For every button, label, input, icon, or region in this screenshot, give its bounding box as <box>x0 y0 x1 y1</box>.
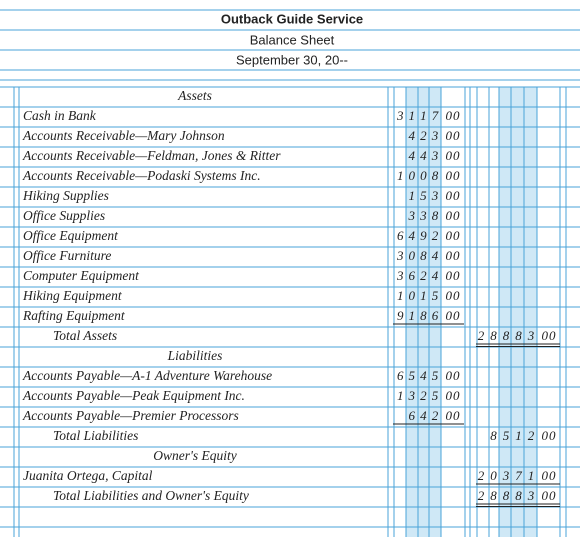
amount-dollars: 423 <box>409 128 439 143</box>
amount-cents: 00 <box>542 488 557 503</box>
account-name: Accounts Receivable—Feldman, Jones & Rit… <box>22 148 281 163</box>
amount-dollars: 642 <box>409 408 439 423</box>
account-name: Hiking Equipment <box>22 288 123 303</box>
amount-cents: 00 <box>446 128 461 143</box>
amount-cents: 00 <box>446 288 461 303</box>
amount-cents: 00 <box>446 388 461 403</box>
statement: Balance Sheet <box>250 32 335 47</box>
amount-cents: 00 <box>542 328 557 343</box>
amount-dollars: 20371 <box>478 468 535 483</box>
amount-cents: 00 <box>446 208 461 223</box>
amount-cents: 00 <box>446 248 461 263</box>
account-name: Computer Equipment <box>23 268 140 283</box>
account-name: Accounts Receivable—Mary Johnson <box>22 128 225 143</box>
shade <box>499 87 537 537</box>
amount-cents: 00 <box>446 148 461 163</box>
account-name: Hiking Supplies <box>22 188 109 203</box>
account-name: Juanita Ortega, Capital <box>23 468 153 483</box>
amount-dollars: 28883 <box>478 488 535 503</box>
total-label: Total Assets <box>53 328 117 343</box>
section-heading: Assets <box>177 88 212 103</box>
account-name: Rafting Equipment <box>22 308 126 323</box>
account-name: Cash in Bank <box>23 108 97 123</box>
amount-cents: 00 <box>446 268 461 283</box>
company: Outback Guide Service <box>221 11 363 26</box>
amount-dollars: 28883 <box>478 328 535 343</box>
total-label: Total Liabilities and Owner's Equity <box>53 488 249 503</box>
amount-dollars: 443 <box>409 148 439 163</box>
account-name: Accounts Payable—A-1 Adventure Warehouse <box>22 368 272 383</box>
account-name: Accounts Payable—Premier Processors <box>22 408 239 423</box>
amount-cents: 00 <box>446 308 461 323</box>
shade <box>406 87 441 537</box>
account-name: Accounts Payable—Peak Equipment Inc. <box>22 388 245 403</box>
amount-cents: 00 <box>542 428 557 443</box>
amount-dollars: 153 <box>409 188 439 203</box>
amount-cents: 00 <box>446 108 461 123</box>
amount-cents: 00 <box>446 368 461 383</box>
amount-cents: 00 <box>446 408 461 423</box>
date: September 30, 20-- <box>236 52 348 67</box>
amount-cents: 00 <box>446 228 461 243</box>
form-lines <box>0 9 580 537</box>
account-name: Office Furniture <box>23 248 111 263</box>
amount-cents: 00 <box>446 188 461 203</box>
amount-cents: 00 <box>446 168 461 183</box>
amount-cents: 00 <box>542 468 557 483</box>
amount-dollars: 338 <box>408 208 439 223</box>
section-heading: Owner's Equity <box>153 448 237 463</box>
account-name: Accounts Receivable—Podaski Systems Inc. <box>22 168 261 183</box>
total-label: Total Liabilities <box>53 428 138 443</box>
account-name: Office Supplies <box>23 208 105 223</box>
account-name: Office Equipment <box>23 228 119 243</box>
section-heading: Liabilities <box>167 348 223 363</box>
